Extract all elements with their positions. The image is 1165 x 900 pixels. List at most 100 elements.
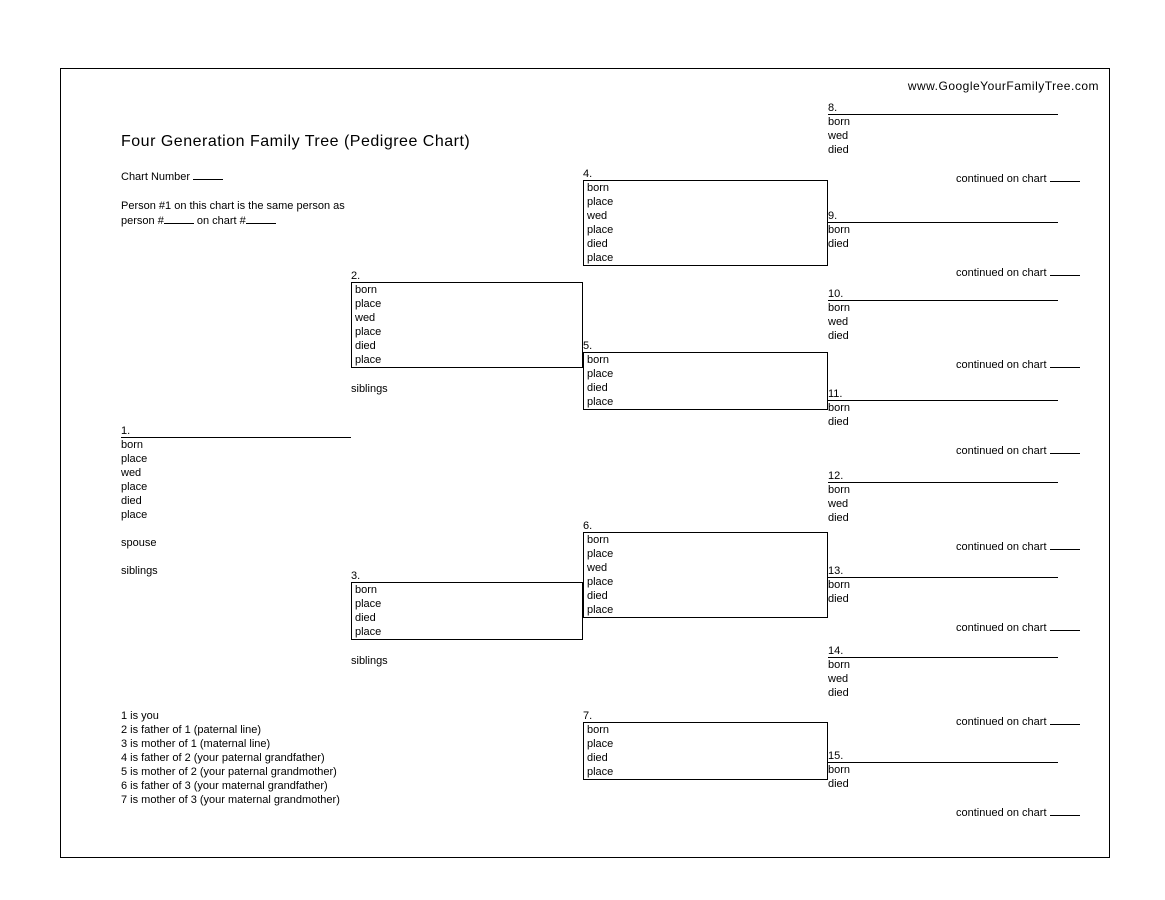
entry-1-place2: place — [121, 480, 351, 494]
continued-9-blank — [1050, 265, 1080, 276]
continued-12: continued on chart — [956, 539, 1080, 553]
entry-11-died: died — [828, 415, 1058, 429]
continued-14-blank — [1050, 714, 1080, 725]
entry-15-died: died — [828, 777, 1058, 791]
entry-11-born: born — [828, 401, 1058, 415]
entry-11: 11. born died — [828, 387, 1058, 429]
entry-10-born: born — [828, 301, 1058, 315]
legend-line-2: 2 is father of 1 (paternal line) — [121, 723, 340, 737]
entry-14-died: died — [828, 686, 1058, 700]
entry-12-num: 12. — [828, 469, 1058, 483]
entry-13: 13. born died — [828, 564, 1058, 606]
spacer — [351, 368, 583, 382]
entry-10-num: 10. — [828, 287, 1058, 301]
entry-2-box: born place wed place died place — [351, 283, 583, 368]
entry-3: 3. born place died place siblings — [351, 569, 583, 668]
same-person-prefix: person # — [121, 215, 164, 227]
entry-2: 2. born place wed place died place sibli… — [351, 269, 583, 396]
entry-12-wed: wed — [828, 497, 1058, 511]
entry-1-wed: wed — [121, 466, 351, 480]
entry-5-died: died — [587, 381, 827, 395]
entry-1-born: born — [121, 438, 351, 452]
entry-4-num: 4. — [583, 167, 828, 181]
entry-11-num: 11. — [828, 387, 1058, 401]
entry-7: 7. born place died place — [583, 709, 828, 780]
entry-12-born: born — [828, 483, 1058, 497]
chart-frame: www.GoogleYourFamilyTree.com Four Genera… — [60, 68, 1110, 858]
continued-11: continued on chart — [956, 443, 1080, 457]
entry-4-place1: place — [587, 195, 827, 209]
spacer — [121, 550, 351, 564]
entry-13-num: 13. — [828, 564, 1058, 578]
chart-number-field: Chart Number — [121, 169, 223, 184]
entry-5-box: born place died place — [583, 353, 828, 410]
continued-15-label: continued on chart — [956, 807, 1047, 819]
continued-12-blank — [1050, 539, 1080, 550]
entry-14-num: 14. — [828, 644, 1058, 658]
legend: 1 is you 2 is father of 1 (paternal line… — [121, 709, 340, 807]
continued-9: continued on chart — [956, 265, 1080, 279]
page: www.GoogleYourFamilyTree.com Four Genera… — [0, 0, 1165, 900]
entry-7-place2: place — [587, 765, 827, 779]
entry-9-num: 9. — [828, 209, 1058, 223]
entry-1: 1. born place wed place died place spous… — [121, 424, 351, 578]
entry-5-num: 5. — [583, 339, 828, 353]
entry-13-died: died — [828, 592, 1058, 606]
chart-number-blank — [193, 169, 223, 180]
same-person-line1: Person #1 on this chart is the same pers… — [121, 199, 345, 213]
entry-14: 14. born wed died — [828, 644, 1058, 700]
continued-8-label: continued on chart — [956, 173, 1047, 185]
continued-11-label: continued on chart — [956, 445, 1047, 457]
entry-2-place2: place — [355, 325, 582, 339]
entry-1-spouse: spouse — [121, 536, 351, 550]
entry-4-wed: wed — [587, 209, 827, 223]
entry-2-place3: place — [355, 353, 582, 367]
entry-10: 10. born wed died — [828, 287, 1058, 343]
entry-2-siblings: siblings — [351, 382, 583, 396]
continued-13-blank — [1050, 620, 1080, 631]
legend-line-5: 5 is mother of 2 (your paternal grandmot… — [121, 765, 340, 779]
same-person-line2: person # on chart # — [121, 213, 345, 228]
entry-6: 6. born place wed place died place — [583, 519, 828, 618]
entry-7-born: born — [587, 723, 827, 737]
legend-line-6: 6 is father of 3 (your maternal grandfat… — [121, 779, 340, 793]
continued-14: continued on chart — [956, 714, 1080, 728]
entry-14-born: born — [828, 658, 1058, 672]
entry-1-siblings: siblings — [121, 564, 351, 578]
entry-8-born: born — [828, 115, 1058, 129]
entry-2-wed: wed — [355, 311, 582, 325]
continued-8: continued on chart — [956, 171, 1080, 185]
entry-8: 8. born wed died — [828, 101, 1058, 157]
entry-15-born: born — [828, 763, 1058, 777]
entry-7-place1: place — [587, 737, 827, 751]
continued-10: continued on chart — [956, 357, 1080, 371]
entry-6-num: 6. — [583, 519, 828, 533]
entry-7-num: 7. — [583, 709, 828, 723]
entry-4: 4. born place wed place died place — [583, 167, 828, 266]
entry-2-died: died — [355, 339, 582, 353]
entry-4-born: born — [587, 181, 827, 195]
entry-4-box: born place wed place died place — [583, 181, 828, 266]
entry-4-place3: place — [587, 251, 827, 265]
same-person-mid: on chart # — [194, 215, 246, 227]
entry-2-place1: place — [355, 297, 582, 311]
legend-line-3: 3 is mother of 1 (maternal line) — [121, 737, 340, 751]
entry-9: 9. born died — [828, 209, 1058, 251]
continued-10-label: continued on chart — [956, 359, 1047, 371]
entry-1-died: died — [121, 494, 351, 508]
continued-15-blank — [1050, 805, 1080, 816]
entry-3-siblings: siblings — [351, 654, 583, 668]
entry-15: 15. born died — [828, 749, 1058, 791]
entry-5: 5. born place died place — [583, 339, 828, 410]
continued-10-blank — [1050, 357, 1080, 368]
entry-4-died: died — [587, 237, 827, 251]
continued-13-label: continued on chart — [956, 622, 1047, 634]
entry-5-place1: place — [587, 367, 827, 381]
entry-6-place2: place — [587, 575, 827, 589]
entry-3-born: born — [355, 583, 582, 597]
entry-8-wed: wed — [828, 129, 1058, 143]
same-person-blank1 — [164, 213, 194, 224]
chart-number-label: Chart Number — [121, 171, 190, 183]
continued-12-label: continued on chart — [956, 541, 1047, 553]
entry-5-place2: place — [587, 395, 827, 409]
